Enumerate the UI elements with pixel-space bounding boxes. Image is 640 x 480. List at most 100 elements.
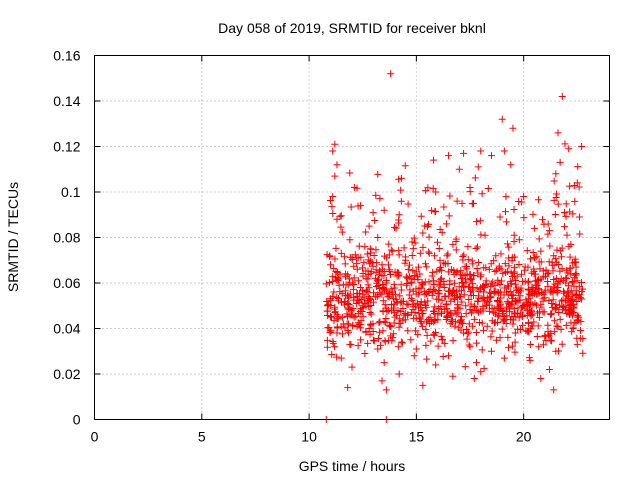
data-point <box>544 282 552 290</box>
data-point <box>576 230 584 238</box>
data-point <box>326 197 334 205</box>
data-point <box>353 322 361 330</box>
data-point <box>567 270 575 278</box>
data-point <box>435 290 443 298</box>
data-point <box>341 260 349 268</box>
data-point <box>496 213 504 221</box>
data-point <box>346 236 354 244</box>
data-point <box>347 203 355 211</box>
data-point <box>520 214 528 222</box>
data-point <box>572 263 580 271</box>
data-point <box>425 287 433 295</box>
data-point <box>455 165 463 173</box>
data-point <box>402 273 410 281</box>
data-point <box>366 309 374 317</box>
data-point <box>369 298 377 306</box>
data-point <box>334 277 342 285</box>
data-point <box>392 296 400 304</box>
data-point <box>412 327 420 335</box>
data-point <box>462 310 470 318</box>
data-point <box>472 306 480 314</box>
data-point <box>416 249 424 257</box>
data-point <box>539 290 547 298</box>
data-point <box>562 297 570 305</box>
data-point <box>438 310 446 318</box>
data-point <box>560 289 568 297</box>
data-point <box>395 175 403 183</box>
data-point <box>566 264 574 272</box>
data-point <box>370 337 378 345</box>
data-point <box>375 319 383 327</box>
data-point <box>422 326 430 334</box>
data-point <box>362 275 370 283</box>
data-point <box>503 298 511 306</box>
data-point <box>551 317 559 325</box>
data-point <box>530 318 538 326</box>
data-point <box>397 186 405 194</box>
data-point <box>569 324 577 332</box>
data-point <box>510 309 518 317</box>
data-point <box>559 287 567 295</box>
data-point <box>502 269 510 277</box>
data-point <box>347 341 355 349</box>
data-point <box>409 306 417 314</box>
data-point <box>526 309 534 317</box>
data-point <box>507 316 515 324</box>
data-point <box>450 286 458 294</box>
data-point <box>334 313 342 321</box>
data-point <box>578 143 586 150</box>
data-point <box>357 305 365 313</box>
data-point <box>469 284 477 292</box>
data-point <box>554 323 562 331</box>
data-point <box>327 313 335 321</box>
data-point <box>548 303 556 311</box>
data-point <box>546 242 554 250</box>
data-point <box>488 317 496 325</box>
data-point <box>441 292 449 300</box>
data-point <box>463 335 471 343</box>
data-point <box>499 310 507 318</box>
data-point <box>477 273 485 281</box>
data-point <box>550 275 558 283</box>
data-point <box>391 268 399 276</box>
data-point <box>349 279 357 287</box>
data-point <box>515 236 523 244</box>
data-point <box>435 244 443 252</box>
data-point <box>491 281 499 289</box>
data-point <box>396 315 404 323</box>
data-point <box>407 336 415 344</box>
data-point <box>518 270 526 278</box>
data-point <box>490 257 498 265</box>
data-point <box>329 193 337 201</box>
data-point <box>385 240 393 248</box>
data-point <box>412 314 420 322</box>
data-point <box>382 304 390 312</box>
data-point <box>431 315 439 323</box>
data-point <box>437 266 445 274</box>
data-point <box>363 287 371 295</box>
data-point <box>501 208 509 216</box>
data-point <box>441 260 449 268</box>
data-point <box>374 170 382 178</box>
data-point <box>419 310 427 318</box>
data-point <box>544 321 552 329</box>
data-point <box>492 252 500 260</box>
data-point <box>547 329 555 337</box>
data-point <box>350 274 358 282</box>
data-point <box>409 245 417 253</box>
data-point <box>537 301 545 309</box>
data-point <box>413 273 421 281</box>
data-point <box>466 274 474 282</box>
data-point <box>515 198 523 205</box>
data-point <box>505 243 513 251</box>
data-point <box>442 300 450 308</box>
data-point <box>521 266 529 274</box>
data-point <box>466 343 474 351</box>
data-point <box>504 283 512 291</box>
data-point <box>570 319 578 327</box>
data-point <box>412 268 420 276</box>
data-point <box>414 331 422 339</box>
data-point <box>492 336 500 344</box>
data-point <box>422 341 430 349</box>
data-point <box>496 281 504 289</box>
